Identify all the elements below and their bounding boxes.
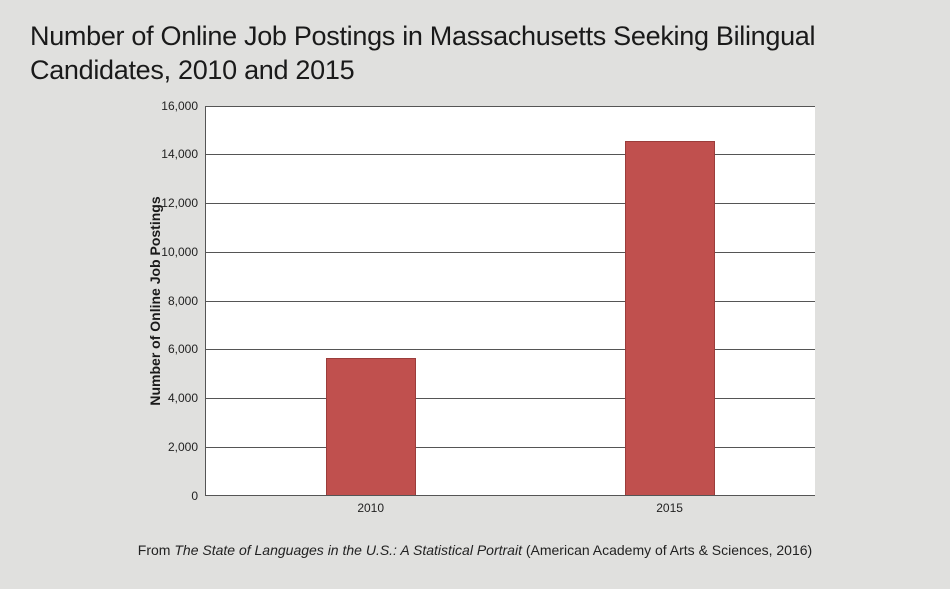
y-tick-label: 10,000 (161, 245, 198, 259)
y-tick-label: 4,000 (168, 391, 198, 405)
source-suffix: (American Academy of Arts & Sciences, 20… (522, 542, 812, 558)
grid-line (206, 349, 815, 350)
source-title: The State of Languages in the U.S.: A St… (174, 542, 522, 558)
y-tick-label: 0 (191, 489, 198, 503)
grid-line (206, 447, 815, 448)
y-tick-label: 8,000 (168, 294, 198, 308)
grid-line (206, 301, 815, 302)
grid-line (206, 252, 815, 253)
grid-line (206, 203, 815, 204)
chart-title: Number of Online Job Postings in Massach… (30, 20, 920, 88)
source-citation: From The State of Languages in the U.S.:… (30, 542, 920, 558)
y-tick-label: 14,000 (161, 147, 198, 161)
bar-chart: 0 2,000 4,000 6,000 8,000 10,000 12,000 14,000 1… (115, 100, 835, 530)
y-tick-label: 16,000 (161, 99, 198, 113)
x-tick-label: 2010 (357, 501, 384, 515)
bar (625, 141, 715, 494)
y-tick-label: 6,000 (168, 342, 198, 356)
bar (326, 358, 416, 495)
grid-line (206, 106, 815, 107)
y-tick-label: 12,000 (161, 196, 198, 210)
y-axis-label: Number of Online Job Postings (147, 196, 163, 405)
x-tick-label: 2015 (656, 501, 683, 515)
grid-line (206, 398, 815, 399)
source-prefix: From (138, 542, 175, 558)
y-tick-label: 2,000 (168, 440, 198, 454)
plot-area: 02,0004,0006,0008,00010,00012,00014,0001… (205, 106, 815, 496)
grid-line (206, 154, 815, 155)
